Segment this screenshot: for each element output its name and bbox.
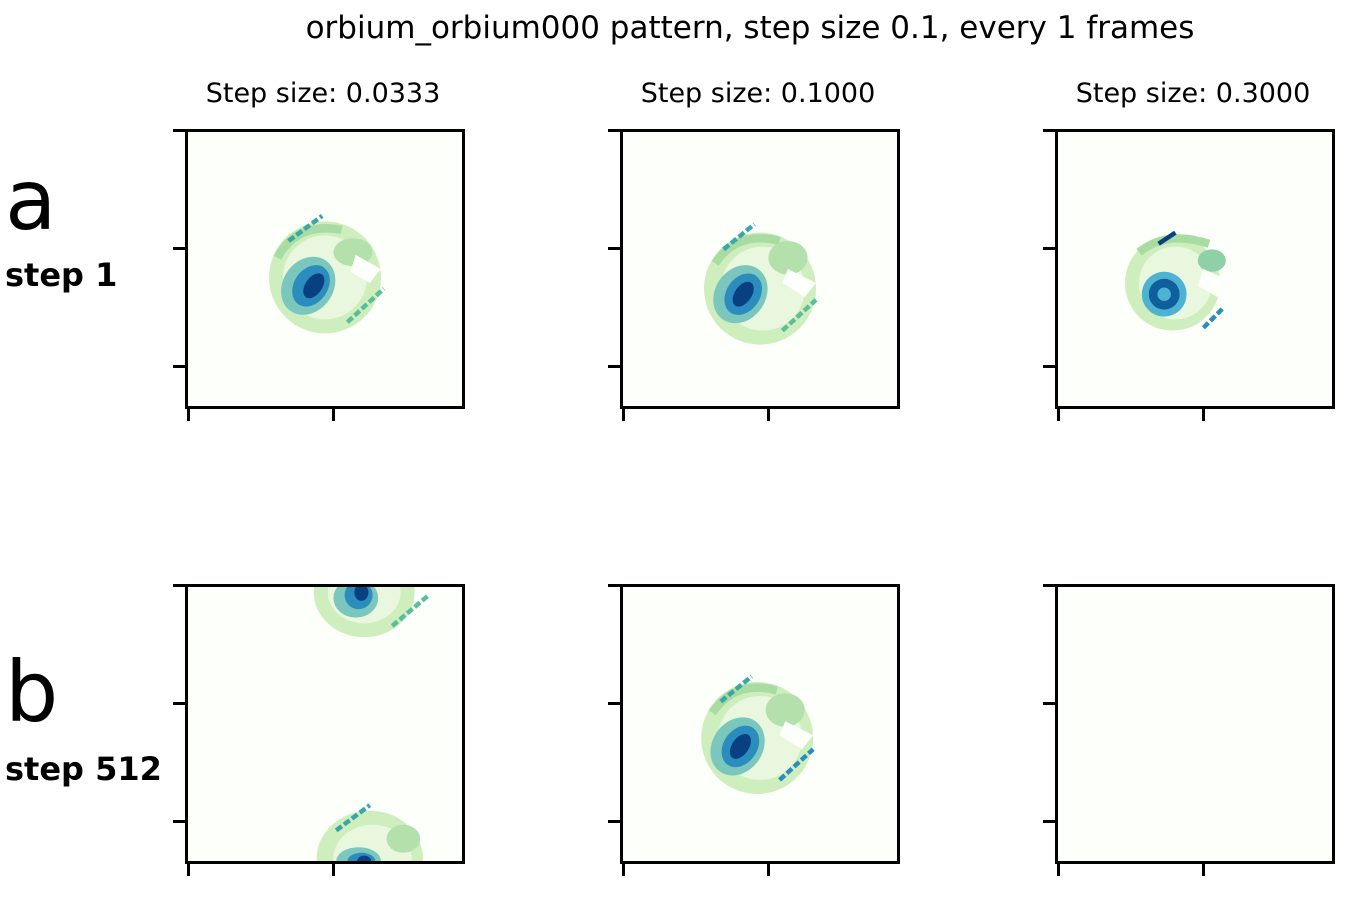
- column-title-2: Step size: 0.1000: [640, 78, 876, 109]
- axes-frame-b-3: [1055, 584, 1335, 864]
- heatmap-image-b-1: [185, 584, 465, 864]
- x-tick: [622, 864, 625, 876]
- heatmap-panel-b-2: [608, 584, 900, 876]
- x-tick: [1057, 409, 1060, 421]
- column-title-1: Step size: 0.0333: [205, 78, 441, 109]
- y-tick: [1043, 584, 1055, 587]
- y-tick: [608, 820, 620, 823]
- axes-frame-a-3: [1055, 129, 1335, 409]
- x-tick: [1202, 409, 1205, 421]
- x-tick: [767, 409, 770, 421]
- heatmap-panel-b-3: [1043, 584, 1335, 876]
- x-tick: [1057, 864, 1060, 876]
- y-tick: [1043, 129, 1055, 132]
- heatmap-image-a-2: [620, 129, 900, 409]
- row-step-label-b: step 512: [5, 750, 162, 788]
- heatmap-panel-a-3: [1043, 129, 1335, 421]
- axes-frame-b-2: [620, 584, 900, 864]
- axes-frame-a-1: [185, 129, 465, 409]
- y-tick: [173, 129, 185, 132]
- x-tick: [187, 409, 190, 421]
- y-tick: [608, 247, 620, 250]
- axes-frame-a-2: [620, 129, 900, 409]
- y-tick: [173, 365, 185, 368]
- y-tick: [608, 584, 620, 587]
- y-tick: [1043, 702, 1055, 705]
- y-tick: [608, 365, 620, 368]
- x-tick: [332, 864, 335, 876]
- heatmap-image-b-2: [620, 584, 900, 864]
- y-tick: [608, 129, 620, 132]
- axes-frame-b-1: [185, 584, 465, 864]
- heatmap-panel-a-1: [173, 129, 465, 421]
- y-tick: [1043, 247, 1055, 250]
- heatmap-image-a-3: [1055, 129, 1335, 409]
- y-tick: [173, 702, 185, 705]
- x-tick: [622, 409, 625, 421]
- x-tick: [1202, 864, 1205, 876]
- row-letter-a: a: [5, 151, 57, 249]
- y-tick: [173, 584, 185, 587]
- y-tick: [608, 702, 620, 705]
- x-tick: [767, 864, 770, 876]
- y-tick: [173, 247, 185, 250]
- heatmap-image-a-1: [185, 129, 465, 409]
- heatmap-panel-b-1: [173, 584, 465, 876]
- heatmap-panel-a-2: [608, 129, 900, 421]
- figure-suptitle: orbium_orbium000 pattern, step size 0.1,…: [305, 10, 1195, 46]
- y-tick: [1043, 365, 1055, 368]
- column-title-3: Step size: 0.3000: [1075, 78, 1311, 109]
- row-step-label-a: step 1: [5, 256, 118, 294]
- x-tick: [332, 409, 335, 421]
- y-tick: [1043, 820, 1055, 823]
- row-letter-b: b: [5, 643, 59, 741]
- x-tick: [187, 864, 190, 876]
- y-tick: [173, 820, 185, 823]
- heatmap-image-b-3: [1055, 584, 1335, 864]
